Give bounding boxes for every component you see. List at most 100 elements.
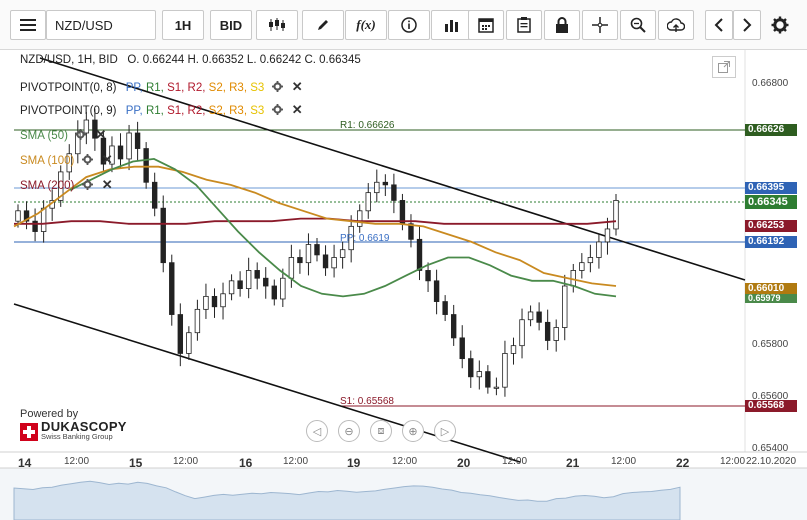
candle-body <box>23 210 30 222</box>
indicator-remove-icon[interactable]: ✕ <box>95 127 107 142</box>
candle-body <box>493 386 500 389</box>
indicator-settings-icon[interactable] <box>81 154 93 165</box>
menu-button[interactable] <box>10 10 46 40</box>
candle-body <box>416 238 423 271</box>
label-r1: R1, <box>145 82 164 94</box>
s1-level-label: S1: 0.65568 <box>340 396 394 407</box>
candle-body <box>348 225 354 251</box>
lock-button[interactable] <box>544 10 580 40</box>
calendar-button[interactable] <box>468 10 504 40</box>
triangle-left-icon: ◁ <box>312 425 322 438</box>
zoom-out-icon: ⊖ <box>344 425 354 438</box>
chart-type-button[interactable] <box>256 10 298 40</box>
scroll-left-button[interactable] <box>705 10 733 40</box>
candle-body <box>587 257 594 264</box>
clipboard-button[interactable] <box>506 10 542 40</box>
indicator-legend-pivot-8: PIVOTPOINT(0, 8) PP, R1, S1, R2, S2, R3,… <box>20 79 303 95</box>
indicator-settings-icon[interactable] <box>271 81 283 92</box>
draw-button[interactable] <box>302 10 344 40</box>
x-tick-label: 15 <box>129 456 143 470</box>
candle-body <box>237 280 243 290</box>
candle-body <box>357 210 363 227</box>
scroll-left-nav-button[interactable]: ◁ <box>306 420 328 442</box>
crosshair-button[interactable] <box>582 10 618 40</box>
settings-button[interactable] <box>767 10 793 40</box>
scroll-right-nav-button[interactable]: ▷ <box>434 420 456 442</box>
label-s1: S1, <box>167 82 185 94</box>
brand-tagline: Swiss Banking Group <box>41 432 113 441</box>
candle-body <box>160 207 166 264</box>
x-tick-label: 16 <box>239 456 253 470</box>
indicator-remove-icon[interactable]: ✕ <box>101 177 113 192</box>
candle-body <box>519 319 525 347</box>
x-tick-label: 12:00 <box>502 456 528 467</box>
candle-body <box>399 200 406 225</box>
scroll-right-button[interactable] <box>733 10 761 40</box>
y-tick-label: 0.66800 <box>752 78 789 89</box>
candle-body <box>15 210 21 222</box>
candle-body <box>459 337 465 360</box>
sma-name: SMA (50) <box>20 130 68 142</box>
indicator-settings-icon[interactable] <box>75 129 87 140</box>
indicator-remove-icon[interactable]: ✕ <box>291 102 303 117</box>
zoom-out-nav-button[interactable]: ⊖ <box>338 420 360 442</box>
zoom-in-nav-button[interactable]: ⊕ <box>402 420 424 442</box>
fx-icon: f(x) <box>356 17 376 32</box>
indicator-remove-icon[interactable]: ✕ <box>101 152 113 167</box>
expand-button[interactable] <box>712 56 736 78</box>
upload-button[interactable] <box>658 10 694 40</box>
candle-body <box>245 270 252 290</box>
sma-name: SMA (100) <box>20 155 75 167</box>
bar-chart-icon <box>445 20 458 32</box>
candle-body <box>339 249 346 258</box>
price-badge-high: 0.66395 <box>745 182 797 194</box>
candle-body <box>510 345 517 354</box>
info-icon <box>401 17 417 33</box>
navigator-area <box>13 480 681 520</box>
fit-nav-button[interactable]: ⧈ <box>370 420 392 442</box>
info-button[interactable] <box>388 10 430 40</box>
clipboard-icon <box>517 17 531 33</box>
price-side-button[interactable]: BID <box>210 10 252 40</box>
symbol-selector[interactable]: NZD/USD <box>46 10 156 40</box>
label-s2: S2, <box>208 105 226 117</box>
powered-by-text: Powered by <box>20 408 79 420</box>
zoom-button[interactable] <box>620 10 656 40</box>
indicators-button[interactable]: f(x) <box>345 10 387 40</box>
toolbar: NZD/USD 1H BID f(x) <box>0 0 807 50</box>
candle-body <box>100 137 107 165</box>
timeframe-button[interactable]: 1H <box>162 10 204 40</box>
x-tick-label: 12:00 <box>173 456 199 467</box>
sma-legend-100: SMA (100) ✕ <box>20 152 113 168</box>
gear-icon <box>771 16 789 34</box>
candle-body <box>365 192 371 212</box>
menu-icon <box>20 19 36 31</box>
candle-body <box>143 148 149 183</box>
triangle-right-icon: ▷ <box>440 425 450 438</box>
price-badge-r1: 0.66626 <box>745 124 797 136</box>
sma-50-line <box>69 157 617 298</box>
candle-body <box>468 358 474 378</box>
x-tick-label: 12:00 <box>283 456 309 467</box>
price-badge-sma100: 0.66010 <box>745 283 797 295</box>
candle-body <box>596 241 602 258</box>
candlestick-icon <box>269 18 285 31</box>
sma-name: SMA (200) <box>20 180 75 192</box>
zoom-in-icon: ⊕ <box>408 425 418 438</box>
candle-body <box>169 262 175 315</box>
price-badge-sma50: 0.65979 <box>745 294 797 303</box>
candle-body <box>32 220 38 232</box>
x-tick-label: 12:00 <box>611 456 637 467</box>
indicator-remove-icon[interactable]: ✕ <box>291 79 303 94</box>
y-tick-label: 0.65400 <box>752 443 789 454</box>
candle-body <box>109 145 115 165</box>
label-r2: R2, <box>187 105 206 117</box>
candle-body <box>305 244 312 264</box>
indicator-settings-icon[interactable] <box>81 179 93 190</box>
expand-icon <box>718 61 730 73</box>
indicator-settings-icon[interactable] <box>271 104 283 115</box>
y-tick-label: 0.65600 <box>752 391 789 402</box>
price-badge-current: 0.66345 <box>745 195 797 209</box>
label-s1: S1, <box>167 105 185 117</box>
